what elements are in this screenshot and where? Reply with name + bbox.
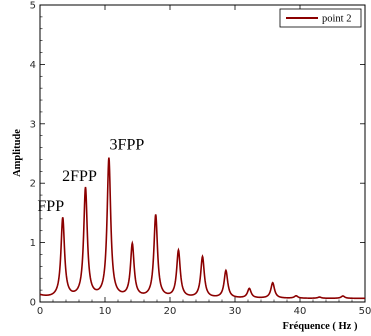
legend-box — [279, 8, 362, 28]
x-tick-label: 40 — [294, 306, 307, 317]
y-tick-label: 0 — [30, 298, 36, 309]
x-axis-ticks: 0 10 20 30 40 50 — [37, 5, 371, 317]
y-tick-label: 2 — [30, 179, 36, 190]
x-tick-label: 50 — [359, 306, 371, 317]
x-axis-title: Fréquence ( Hz ) — [283, 321, 358, 332]
peak-annotation-fpp: FPP — [37, 198, 64, 215]
legend-label: point 2 — [322, 14, 351, 25]
y-axis-ticks: 0 1 2 3 4 5 — [30, 1, 365, 309]
peak-annotation-3fpp: 3FPP — [110, 136, 145, 153]
x-tick-label: 0 — [37, 306, 43, 317]
x-tick-label: 30 — [229, 306, 242, 317]
series-line-point-2 — [39, 157, 365, 300]
y-axis-title: Amplitude — [12, 129, 23, 177]
plot-frame — [39, 4, 366, 303]
peak-annotations: FPP 2FPP 3FPP — [37, 136, 144, 214]
peak-annotation-2fpp: 2FPP — [62, 168, 97, 185]
y-tick-label: 3 — [30, 119, 36, 130]
y-tick-label: 5 — [30, 1, 36, 12]
legend: point 2 — [279, 8, 362, 28]
x-tick-label: 20 — [164, 306, 177, 317]
y-tick-label: 1 — [30, 238, 36, 249]
x-tick-label: 10 — [99, 306, 112, 317]
y-tick-label: 4 — [30, 60, 36, 71]
